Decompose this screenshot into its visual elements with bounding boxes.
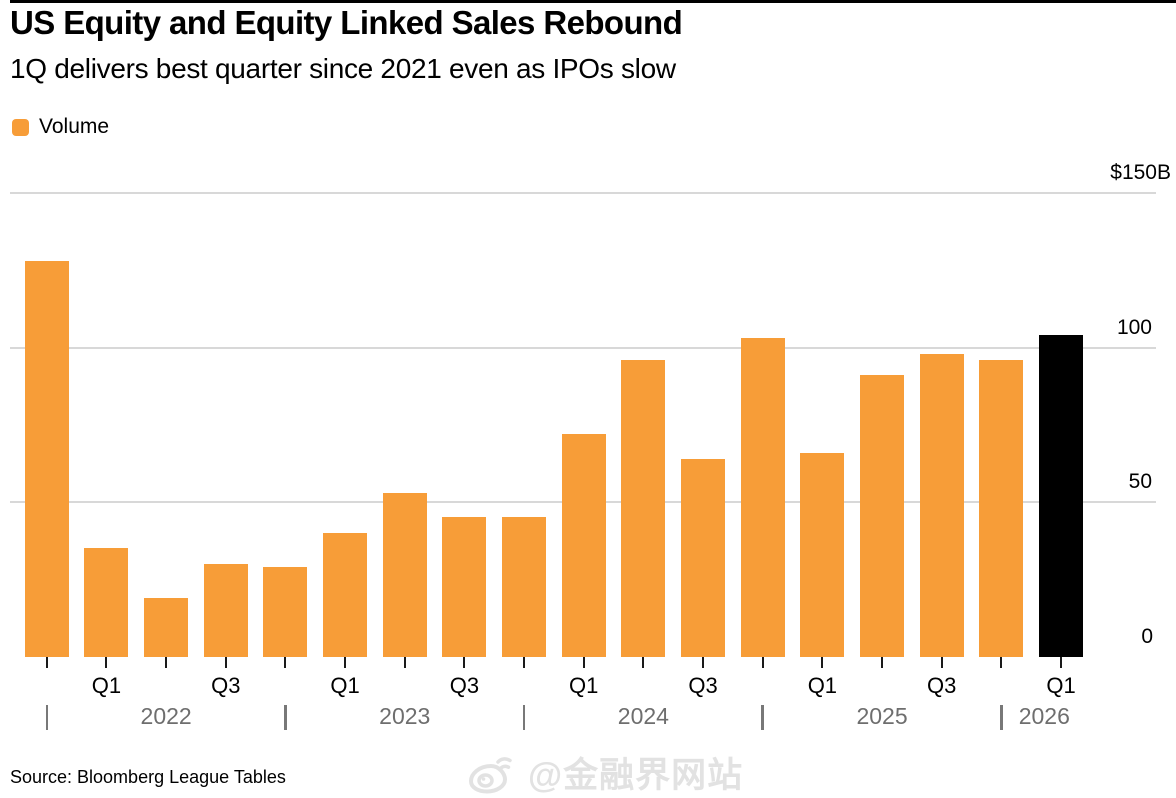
year-separator-2026 [1000, 705, 1003, 730]
tick-q2-2022 [165, 657, 168, 668]
x-label-q1-2026: Q1 [1046, 673, 1076, 698]
x-label-q3-2024: Q3 [688, 673, 718, 698]
weibo-icon [468, 756, 512, 794]
bar-q2-2024 [621, 359, 666, 657]
year-label-2025: 2025 [856, 703, 908, 729]
tick-q4-2021 [45, 657, 48, 668]
gridline-100 [10, 346, 1156, 349]
x-label-q3-2025: Q3 [927, 673, 957, 698]
tick-q4-2022 [284, 657, 287, 668]
bar-q4-2022 [263, 566, 308, 657]
tick-q3-2022 [224, 657, 227, 668]
tick-q4-2024 [761, 657, 764, 668]
tick-q3-2024 [702, 657, 705, 668]
tick-q1-2022 [105, 657, 108, 668]
year-label-2023: 2023 [379, 703, 431, 729]
chart-subtitle: 1Q delivers best quarter since 2021 even… [10, 53, 676, 84]
gridline-150 [10, 192, 1156, 194]
tick-q1-2025 [821, 657, 824, 668]
page-title: US Equity and Equity Linked Sales Reboun… [10, 4, 683, 41]
y-axis-label-150: $150B [1110, 161, 1171, 184]
x-label-q1-2024: Q1 [569, 673, 599, 698]
bar-q2-2025 [860, 375, 905, 657]
bar-q2-2022 [144, 597, 189, 657]
year-label-2022: 2022 [140, 703, 192, 729]
x-label-q1-2022: Q1 [91, 673, 122, 698]
tick-q3-2025 [940, 657, 943, 668]
x-label-q1-2023: Q1 [330, 673, 360, 698]
tick-q1-2024 [582, 657, 585, 668]
legend-volume-label: Volume [39, 115, 110, 138]
bar-q1-2026 [1039, 335, 1084, 657]
bar-q3-2024 [681, 458, 726, 657]
legend-volume-swatch [12, 118, 29, 136]
bar-q4-2024 [740, 338, 785, 657]
year-separator-2025 [761, 705, 764, 730]
tick-q2-2023 [403, 657, 406, 668]
y-axis-label-0: 0 [1141, 624, 1153, 648]
watermark: @金融界网站 [468, 747, 743, 798]
x-label-q3-2023: Q3 [449, 673, 480, 698]
bar-q1-2025 [800, 452, 845, 657]
legend: Volume [12, 115, 109, 139]
x-label-q3-2022: Q3 [211, 673, 241, 698]
bar-q3-2023 [442, 517, 487, 657]
tick-q1-2023 [344, 657, 347, 668]
y-axis-label-100: 100 [1116, 315, 1152, 339]
year-separator-2022 [45, 705, 49, 730]
bar-q1-2024 [561, 434, 606, 657]
tick-q3-2023 [463, 657, 466, 668]
x-axis-line [10, 0, 1176, 3]
bar-q4-2023 [502, 517, 547, 657]
bar-q2-2023 [382, 492, 427, 657]
bar-q3-2025 [919, 353, 964, 657]
year-label-2026: 2026 [1018, 703, 1070, 729]
tick-q4-2023 [523, 657, 526, 668]
x-label-q1-2025: Q1 [807, 673, 838, 698]
year-separator-2023 [284, 705, 287, 730]
tick-q4-2025 [1000, 657, 1003, 668]
bar-q3-2022 [203, 563, 248, 657]
watermark-text: @金融界网站 [528, 756, 744, 795]
tick-q1-2026 [1060, 657, 1063, 668]
y-axis-label-50: 50 [1128, 470, 1152, 493]
bar-q1-2023 [323, 532, 368, 657]
year-label-2024: 2024 [617, 703, 669, 729]
year-separator-2024 [522, 705, 526, 730]
tick-q2-2024 [642, 657, 645, 668]
bar-q1-2022 [84, 548, 129, 657]
source-note: Source: Bloomberg League Tables [10, 767, 286, 787]
bar-q4-2025 [979, 359, 1024, 657]
bar-q4-2021 [24, 260, 69, 657]
tick-q2-2025 [881, 657, 884, 668]
